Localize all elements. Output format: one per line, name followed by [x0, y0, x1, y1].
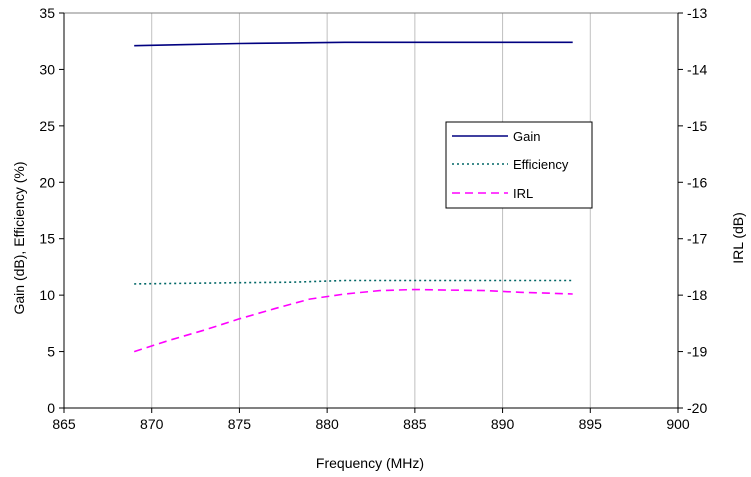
x-tick-label: 880 — [315, 416, 339, 432]
series-line-irl — [133, 288, 573, 353]
legend-label-irl: IRL — [513, 186, 533, 201]
y-left-axis-title: Gain (dB), Efficiency (%) — [11, 161, 27, 314]
y-left-tick-label: 30 — [39, 61, 55, 77]
y-left-tick-label: 5 — [47, 344, 55, 360]
y-right-tick-label: -14 — [687, 61, 707, 77]
y-right-tick-label: -15 — [687, 118, 707, 134]
y-right-tick-label: -18 — [687, 287, 707, 303]
y-right-tick-label: -13 — [687, 5, 707, 21]
y-left-tick-label: 0 — [47, 400, 55, 416]
tick-labels: 865 870 875 880 885 890 895 900 0 5 10 15 20 25 30 35 -2… — [39, 5, 707, 432]
legend-label-efficiency: Efficiency — [513, 157, 569, 172]
legend-label-gain: Gain — [513, 129, 540, 144]
y-left-tick-label: 25 — [39, 118, 55, 134]
y-right-tick-label: -19 — [687, 344, 707, 360]
series-line-efficiency — [134, 279, 573, 285]
y-left-tick-label: 15 — [39, 231, 55, 247]
plot-frame — [63, 12, 679, 409]
x-tick-label: 895 — [579, 416, 603, 432]
y-right-tick-label: -16 — [687, 174, 707, 190]
series-line-gain — [134, 41, 573, 47]
series-layer — [133, 41, 573, 353]
x-tick-label: 900 — [666, 416, 690, 432]
y-right-axis-title: IRL (dB) — [730, 212, 746, 264]
x-tick-label: 875 — [228, 416, 252, 432]
grid-lines — [151, 13, 591, 408]
x-tick-label: 890 — [491, 416, 515, 432]
x-tick-label: 870 — [140, 416, 164, 432]
y-right-tick-label: -17 — [687, 231, 707, 247]
y-right-tick-label: -20 — [687, 400, 707, 416]
x-tick-label: 865 — [52, 416, 76, 432]
y-left-tick-label: 20 — [39, 174, 55, 190]
axes — [59, 12, 683, 413]
y-left-tick-label: 35 — [39, 5, 55, 21]
legend: Gain Efficiency IRL — [445, 121, 593, 209]
x-axis-title: Frequency (MHz) — [316, 455, 424, 471]
y-left-tick-label: 10 — [39, 287, 55, 303]
x-tick-label: 885 — [403, 416, 427, 432]
